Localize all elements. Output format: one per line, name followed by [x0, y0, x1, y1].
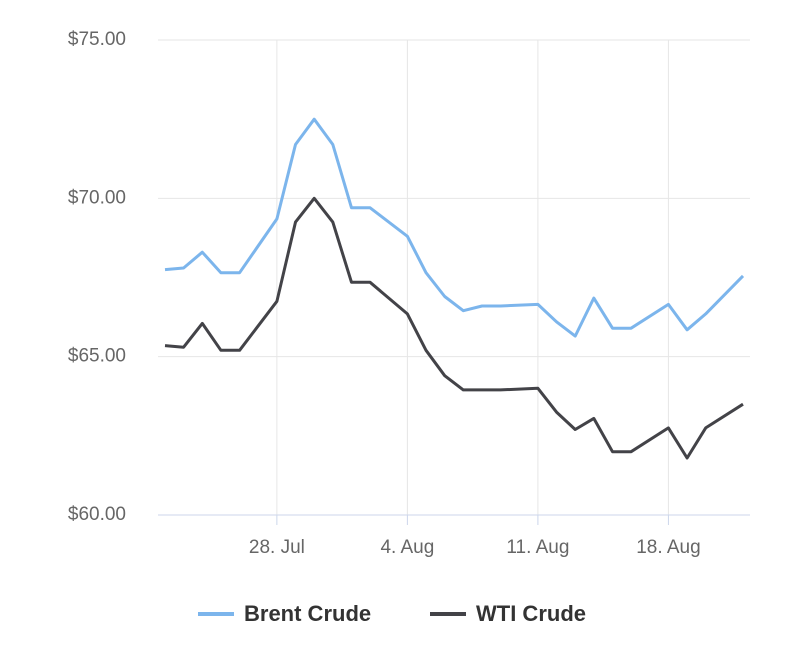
legend: Brent Crude WTI Crude: [198, 601, 586, 626]
legend-label: WTI Crude: [476, 601, 586, 626]
y-tick-label: $65.00: [68, 346, 126, 367]
x-tick-label: 18. Aug: [636, 537, 700, 558]
y-tick-label: $60.00: [68, 504, 126, 525]
series-line: [164, 117, 745, 338]
series-line: [164, 196, 744, 460]
x-tick-label: 11. Aug: [506, 537, 569, 558]
y-tick-label: $75.00: [68, 29, 126, 50]
x-tick-label: 4. Aug: [380, 537, 434, 558]
x-tick-label: 28. Jul: [249, 537, 305, 558]
legend-label: Brent Crude: [244, 601, 371, 626]
y-tick-label: $70.00: [68, 187, 126, 208]
